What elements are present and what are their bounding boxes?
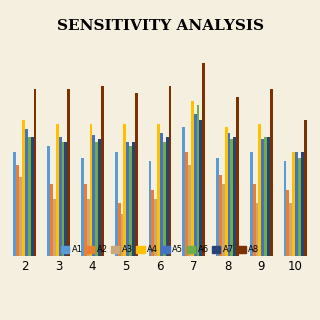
Bar <box>230 139 233 256</box>
Bar <box>126 142 129 256</box>
Bar <box>289 203 292 256</box>
Bar <box>191 101 194 256</box>
Bar <box>225 127 228 256</box>
Bar <box>13 152 16 256</box>
Bar <box>286 190 289 256</box>
Bar <box>67 90 70 256</box>
Bar <box>304 120 307 256</box>
Bar <box>81 158 84 256</box>
Bar <box>84 184 87 256</box>
Bar <box>118 203 121 256</box>
Bar <box>250 152 253 256</box>
Bar <box>160 133 163 256</box>
Bar <box>154 199 157 256</box>
Bar <box>182 127 185 256</box>
Bar <box>222 184 225 256</box>
Bar <box>87 199 90 256</box>
Bar <box>216 158 219 256</box>
Bar <box>264 137 267 256</box>
Bar <box>157 124 160 256</box>
Bar <box>292 152 295 256</box>
Bar <box>22 120 25 256</box>
Legend: A1, A2, A3, A4, A5, A6, A7, A8: A1, A2, A3, A4, A5, A6, A7, A8 <box>61 245 259 254</box>
Bar <box>219 175 222 256</box>
Bar <box>185 152 188 256</box>
Bar <box>253 184 256 256</box>
Bar <box>256 203 259 256</box>
Bar <box>56 124 59 256</box>
Bar <box>166 137 169 256</box>
Bar <box>25 129 28 256</box>
Bar <box>202 63 205 256</box>
Bar <box>199 120 202 256</box>
Bar <box>132 142 135 256</box>
Bar <box>47 146 50 256</box>
Bar <box>90 124 92 256</box>
Bar <box>34 90 36 256</box>
Bar <box>115 152 118 256</box>
Bar <box>121 214 124 256</box>
Bar <box>95 142 98 256</box>
Bar <box>233 137 236 256</box>
Bar <box>261 139 264 256</box>
Bar <box>64 142 67 256</box>
Bar <box>53 199 56 256</box>
Bar <box>92 135 95 256</box>
Bar <box>169 86 172 256</box>
Bar <box>28 137 31 256</box>
Bar <box>98 139 101 256</box>
Bar <box>270 90 273 256</box>
Bar <box>188 165 191 256</box>
Bar <box>19 177 22 256</box>
Bar <box>124 124 126 256</box>
Bar <box>194 114 196 256</box>
Bar <box>298 158 301 256</box>
Bar <box>163 142 166 256</box>
Bar <box>259 124 261 256</box>
Bar <box>267 137 270 256</box>
Bar <box>228 133 230 256</box>
Bar <box>50 184 53 256</box>
Bar <box>151 190 154 256</box>
Bar <box>301 152 304 256</box>
Bar <box>135 93 138 256</box>
Bar <box>59 137 61 256</box>
Bar <box>295 152 298 256</box>
Bar <box>61 142 64 256</box>
Bar <box>284 161 286 256</box>
Bar <box>16 165 19 256</box>
Title: SENSITIVITY ANALYSIS: SENSITIVITY ANALYSIS <box>57 19 263 33</box>
Bar <box>129 146 132 256</box>
Bar <box>196 105 199 256</box>
Bar <box>101 86 104 256</box>
Bar <box>236 97 239 256</box>
Bar <box>148 161 151 256</box>
Bar <box>31 137 34 256</box>
